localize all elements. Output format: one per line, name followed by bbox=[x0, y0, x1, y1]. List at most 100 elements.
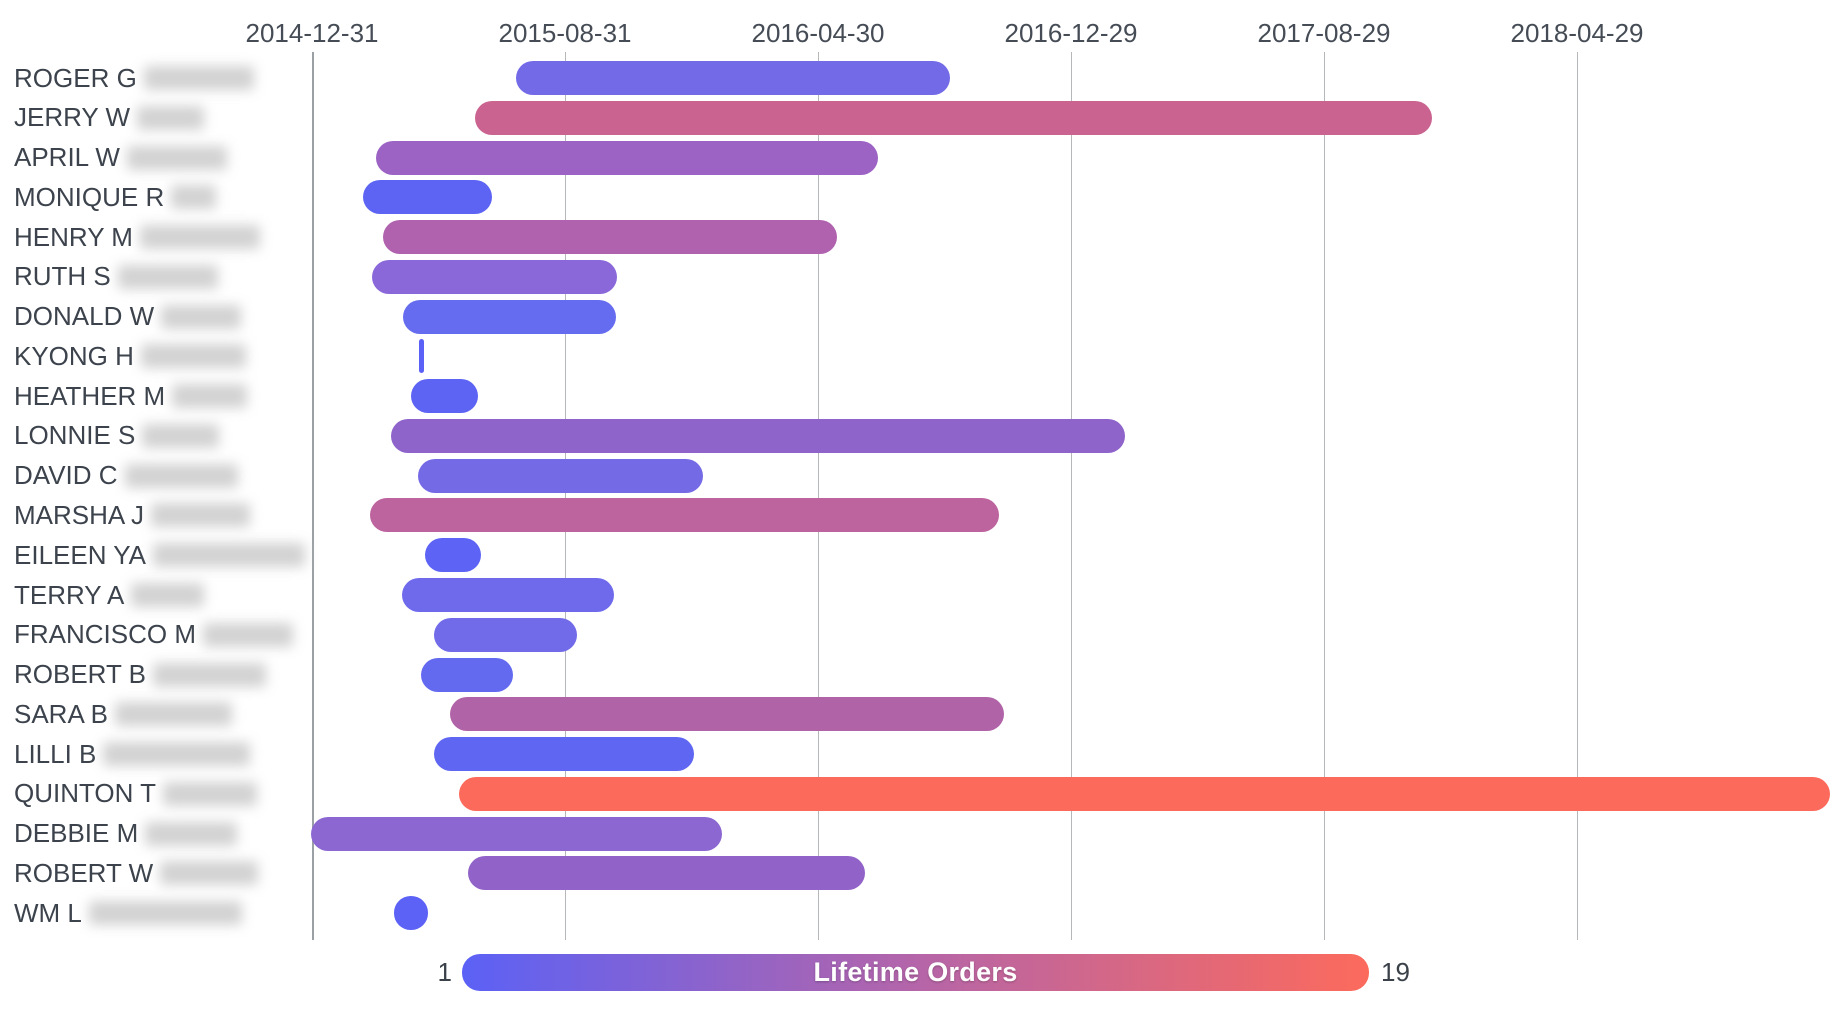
row-label: DEBBIE M bbox=[14, 814, 238, 854]
gridline bbox=[1577, 52, 1578, 940]
row-label: RUTH S bbox=[14, 257, 218, 297]
gridline bbox=[818, 52, 819, 940]
row-label: LILLI B bbox=[14, 734, 251, 774]
customer-name: ROBERT B bbox=[14, 659, 146, 690]
customer-name: ROGER G bbox=[14, 62, 137, 93]
redacted-name-blur bbox=[103, 742, 251, 767]
gantt-bar[interactable] bbox=[516, 61, 951, 95]
redacted-name-blur bbox=[171, 185, 217, 210]
gridline bbox=[565, 52, 566, 940]
axis-tick-label: 2016-12-29 bbox=[1004, 18, 1138, 48]
customer-name: ROBERT W bbox=[14, 857, 154, 888]
customer-name: DONALD W bbox=[14, 301, 155, 332]
gridline bbox=[312, 52, 314, 940]
gantt-bar[interactable] bbox=[450, 697, 1005, 732]
redacted-name-blur bbox=[137, 105, 205, 130]
redacted-name-blur bbox=[161, 304, 242, 329]
gantt-bar[interactable] bbox=[401, 578, 614, 612]
gantt-bar[interactable] bbox=[375, 140, 879, 175]
gantt-bar[interactable] bbox=[468, 856, 865, 891]
redacted-name-blur bbox=[203, 622, 293, 647]
row-label: KYONG H bbox=[14, 336, 246, 376]
gantt-bar[interactable] bbox=[421, 657, 513, 692]
row-label: SARA B bbox=[14, 694, 232, 734]
redacted-name-blur bbox=[124, 463, 238, 488]
customer-name: JERRY W bbox=[14, 102, 131, 133]
customer-name: EILEEN YA bbox=[14, 539, 146, 570]
customer-name: SARA B bbox=[14, 698, 108, 729]
legend-max-value: 19 bbox=[1381, 957, 1410, 987]
gantt-bar[interactable] bbox=[382, 220, 837, 255]
axis-tick-label: 2018-04-29 bbox=[1510, 18, 1644, 48]
customer-name: HEATHER M bbox=[14, 380, 166, 411]
row-label: ROBERT B bbox=[14, 655, 266, 695]
axis-tick-label: 2014-12-31 bbox=[245, 18, 379, 48]
legend-min-value: 1 bbox=[437, 957, 452, 987]
row-label: DONALD W bbox=[14, 297, 242, 337]
row-label: ROGER G bbox=[14, 58, 254, 98]
gantt-bar[interactable] bbox=[433, 617, 578, 652]
row-label: MONIQUE R bbox=[14, 177, 217, 217]
redacted-name-blur bbox=[163, 781, 258, 806]
gantt-bar[interactable] bbox=[419, 339, 425, 374]
axis-tick-label: 2017-08-29 bbox=[1257, 18, 1391, 48]
axis-tick-label: 2016-04-30 bbox=[751, 18, 885, 48]
redacted-name-blur bbox=[117, 264, 218, 289]
gantt-bar[interactable] bbox=[372, 259, 618, 294]
axis-tick-label: 2015-08-31 bbox=[498, 18, 632, 48]
row-label: JERRY W bbox=[14, 98, 205, 138]
redacted-name-blur bbox=[88, 901, 242, 926]
redacted-name-blur bbox=[152, 662, 266, 687]
gantt-bar[interactable] bbox=[410, 379, 478, 414]
gantt-bar[interactable] bbox=[394, 896, 428, 931]
gantt-bar[interactable] bbox=[425, 538, 481, 573]
gantt-bar[interactable] bbox=[458, 776, 1830, 811]
row-label: EILEEN YA bbox=[14, 535, 305, 575]
redacted-name-blur bbox=[140, 344, 246, 369]
customer-name: DAVID C bbox=[14, 460, 118, 491]
gantt-bar[interactable] bbox=[402, 299, 616, 334]
redacted-name-blur bbox=[172, 384, 248, 409]
redacted-name-blur bbox=[143, 66, 254, 90]
customer-name: FRANCISCO M bbox=[14, 619, 196, 650]
customer-name: KYONG H bbox=[14, 340, 134, 371]
row-label: TERRY A bbox=[14, 575, 205, 615]
row-label: QUINTON T bbox=[14, 774, 258, 814]
gantt-bar[interactable] bbox=[310, 816, 723, 851]
row-label: MARSHA J bbox=[14, 495, 251, 535]
gantt-bar[interactable] bbox=[370, 498, 1000, 533]
customer-name: LONNIE S bbox=[14, 420, 136, 451]
legend-title: Lifetime Orders bbox=[813, 957, 1018, 987]
redacted-name-blur bbox=[145, 821, 238, 846]
redacted-name-blur bbox=[139, 225, 260, 250]
redacted-name-blur bbox=[160, 861, 259, 886]
gridline bbox=[1071, 52, 1072, 940]
redacted-name-blur bbox=[151, 503, 251, 528]
customer-name: WM L bbox=[14, 897, 82, 928]
row-label: FRANCISCO M bbox=[14, 615, 293, 655]
customer-name: MARSHA J bbox=[14, 499, 145, 530]
customer-name: DEBBIE M bbox=[14, 818, 139, 849]
gantt-bar[interactable] bbox=[433, 737, 695, 772]
redacted-name-blur bbox=[153, 543, 305, 568]
redacted-name-blur bbox=[114, 702, 232, 727]
customer-name: QUINTON T bbox=[14, 778, 157, 809]
customer-name: RUTH S bbox=[14, 261, 111, 292]
customer-name: MONIQUE R bbox=[14, 181, 165, 212]
gantt-bar[interactable] bbox=[475, 100, 1433, 135]
gantt-bar[interactable] bbox=[418, 458, 704, 493]
row-label: APRIL W bbox=[14, 138, 227, 178]
row-label: LONNIE S bbox=[14, 416, 220, 456]
row-label: DAVID C bbox=[14, 456, 238, 496]
redacted-name-blur bbox=[126, 145, 227, 170]
gantt-bar[interactable] bbox=[363, 180, 493, 215]
gantt-bar[interactable] bbox=[391, 418, 1126, 453]
row-label: WM L bbox=[14, 893, 242, 933]
customer-name: TERRY A bbox=[14, 579, 125, 610]
legend-gradient-bar: Lifetime Orders bbox=[462, 954, 1369, 991]
redacted-name-blur bbox=[131, 583, 205, 607]
customer-name: HENRY M bbox=[14, 221, 133, 252]
redacted-name-blur bbox=[142, 423, 220, 448]
gridline bbox=[1324, 52, 1325, 940]
